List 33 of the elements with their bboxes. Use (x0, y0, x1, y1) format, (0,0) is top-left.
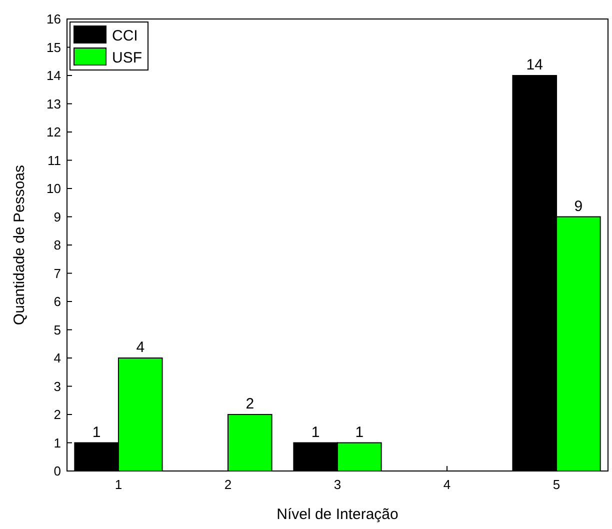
y-tick-label: 1 (54, 435, 61, 450)
y-tick-label: 6 (54, 294, 61, 310)
data-label: 1 (92, 424, 101, 441)
data-label: 1 (311, 424, 320, 441)
y-tick-label: 5 (54, 322, 61, 338)
legend-label: USF (112, 49, 142, 66)
y-tick-label: 2 (54, 407, 61, 422)
y-tick-label: 14 (46, 68, 61, 84)
x-tick-label: 1 (114, 477, 122, 492)
y-tick-label: 12 (46, 124, 61, 140)
y-tick-label: 15 (46, 40, 61, 55)
y-tick-label: 0 (54, 464, 61, 479)
x-tick-label: 4 (443, 477, 451, 492)
y-tick-label: 13 (46, 96, 61, 112)
data-label: 9 (574, 198, 583, 215)
y-tick-label: 16 (46, 12, 61, 27)
x-tick-label: 2 (224, 477, 232, 492)
y-tick-label: 9 (54, 209, 61, 224)
legend-label: CCI (112, 27, 138, 44)
y-tick-label: 3 (54, 378, 61, 394)
data-label: 2 (246, 396, 254, 412)
y-tick-label: 8 (54, 238, 61, 253)
x-tick-label: 3 (334, 477, 342, 492)
y-tick-label: 7 (54, 266, 61, 281)
data-label: 14 (526, 56, 543, 74)
x-tick-label: 5 (552, 477, 560, 492)
y-tick-label: 11 (48, 152, 61, 168)
data-label: 4 (136, 339, 145, 356)
y-axis-title: Quantidade de Pessoas (11, 164, 28, 326)
y-tick-label: 4 (54, 350, 61, 366)
data-label: 1 (355, 424, 364, 441)
y-tick-label: 10 (46, 181, 61, 196)
x-axis-title: Nível de Interação (276, 506, 398, 523)
